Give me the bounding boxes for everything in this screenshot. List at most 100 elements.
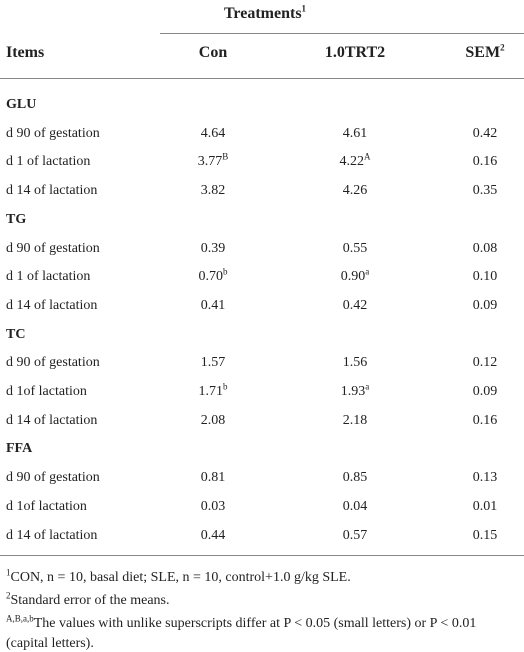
group-name: GLU — [6, 97, 37, 112]
row-item: d 14 of lactation — [6, 296, 97, 316]
value-cell: 0.03 — [133, 497, 293, 517]
value-cell-text: 0.44 — [200, 527, 226, 543]
footnote: 1CON, n = 10, basal diet; SLE, n = 10, c… — [6, 568, 518, 588]
column-header-text: Con — [198, 44, 228, 61]
value-cell: 3.77B — [133, 152, 293, 172]
value-cell-text: 0.09 — [472, 384, 498, 399]
spanner-header-sup: 1 — [301, 3, 307, 14]
item-text: d 14 of lactation — [6, 527, 98, 543]
value-cell: 1.57 — [133, 353, 293, 373]
value-cell-sup: a — [365, 381, 370, 392]
spanner-header-text: Treatments — [223, 5, 302, 22]
footnote-text: CON, n = 10, basal diet; SLE, n = 10, co… — [10, 570, 351, 585]
value-cell-text: 0.55 — [342, 240, 368, 256]
header-rule — [0, 78, 524, 79]
value-cell-text: 1.71 — [198, 384, 224, 399]
column-header: Items — [6, 43, 44, 63]
value-cell: 0.57 — [275, 526, 435, 546]
value-cell: 1.56 — [275, 353, 435, 373]
group-name: FFA — [6, 441, 33, 457]
group-label: GLU — [6, 95, 36, 115]
value-cell-text: 4.64 — [200, 125, 226, 141]
row-item: d 90 of gestation — [6, 353, 100, 373]
item-text: d 1 of lactation — [6, 154, 91, 170]
value-cell-text: 0.39 — [200, 240, 226, 256]
value-cell-text: 0.13 — [472, 470, 498, 486]
footnote-sup: A,B,a,b — [6, 613, 34, 624]
value-cell-sup: b — [223, 266, 228, 277]
item-text: d 14 of lactation — [6, 183, 98, 199]
value-cell-text: 4.61 — [342, 125, 368, 141]
value-cell: 0.09 — [405, 296, 524, 316]
value-cell-text: 1.93 — [340, 384, 366, 399]
row-item: d 1of lactation — [6, 382, 87, 402]
item-text: d 90 of gestation — [6, 470, 100, 486]
value-cell-text: 0.81 — [200, 470, 226, 486]
value-cell-text: 2.08 — [200, 412, 226, 428]
group-label: FFA — [6, 439, 32, 459]
value-cell: 0.42 — [275, 296, 435, 316]
value-cell-text: 0.01 — [472, 498, 498, 514]
row-item: d 14 of lactation — [6, 526, 97, 546]
column-header-text: SEM — [465, 44, 501, 61]
value-cell: 0.16 — [405, 411, 524, 431]
value-cell: 0.09 — [405, 382, 524, 402]
item-text: d 1of lactation — [6, 384, 87, 399]
value-cell-text: 2.18 — [342, 412, 368, 428]
value-cell: 0.55 — [275, 239, 435, 259]
value-cell: 2.08 — [133, 411, 293, 431]
column-header: SEM2 — [405, 43, 524, 63]
value-cell: 0.08 — [405, 239, 524, 259]
value-cell-text: 0.09 — [472, 297, 498, 313]
item-text: d 90 of gestation — [6, 240, 100, 256]
value-cell-text: 4.26 — [342, 183, 368, 199]
value-cell-sup: a — [365, 266, 370, 277]
spanner-rule — [160, 33, 524, 34]
footnote-text: The values with unlike superscripts diff… — [6, 616, 477, 651]
value-cell-text: 0.85 — [342, 470, 368, 486]
value-cell: 0.15 — [405, 526, 524, 546]
value-cell: 0.42 — [405, 124, 524, 144]
value-cell-text: 0.42 — [472, 125, 498, 141]
value-cell-text: 1.57 — [200, 355, 226, 371]
row-item: d 14 of lactation — [6, 411, 97, 431]
spanner-header: Treatments1 — [185, 4, 345, 24]
value-cell: 0.16 — [405, 152, 524, 172]
footnote-sup: 2 — [6, 590, 11, 601]
value-cell: 0.70b — [133, 267, 293, 287]
group-name: TC — [6, 326, 26, 342]
value-cell: 4.64 — [133, 124, 293, 144]
value-cell-text: 0.03 — [200, 498, 226, 514]
value-cell-text: 3.82 — [200, 183, 226, 199]
value-cell: 0.01 — [405, 497, 524, 517]
column-header: Con — [133, 43, 293, 63]
value-cell-text: 0.15 — [472, 527, 498, 543]
column-header-sup: 2 — [500, 42, 505, 53]
group-name: TG — [6, 211, 27, 227]
column-header-text: Items — [6, 44, 45, 61]
value-cell: 0.10 — [405, 267, 524, 287]
value-cell-text: 1.56 — [342, 355, 368, 371]
value-cell-text: 0.90 — [340, 269, 366, 285]
value-cell-text: 0.10 — [472, 269, 498, 285]
footnote: 2Standard error of the means. — [6, 591, 518, 611]
value-cell-text: 0.42 — [342, 297, 368, 313]
value-cell: 0.04 — [275, 497, 435, 517]
column-header-text: 1.0TRT2 — [324, 44, 386, 61]
value-cell-text: 0.12 — [472, 355, 498, 371]
value-cell: 0.81 — [133, 468, 293, 488]
row-item: d 1of lactation — [6, 497, 87, 517]
footnote: A,B,a,bThe values with unlike superscrip… — [6, 614, 518, 652]
group-label: TG — [6, 210, 26, 230]
value-cell-text: 0.16 — [472, 412, 498, 428]
value-cell-sup: B — [222, 151, 229, 162]
item-text: d 14 of lactation — [6, 297, 98, 313]
value-cell-text: 0.16 — [472, 154, 498, 170]
value-cell: 4.26 — [275, 181, 435, 201]
row-item: d 14 of lactation — [6, 181, 97, 201]
value-cell-sup: b — [223, 381, 228, 392]
row-item: d 90 of gestation — [6, 124, 100, 144]
value-cell-sup: A — [364, 151, 371, 162]
item-text: d 90 of gestation — [6, 355, 100, 371]
